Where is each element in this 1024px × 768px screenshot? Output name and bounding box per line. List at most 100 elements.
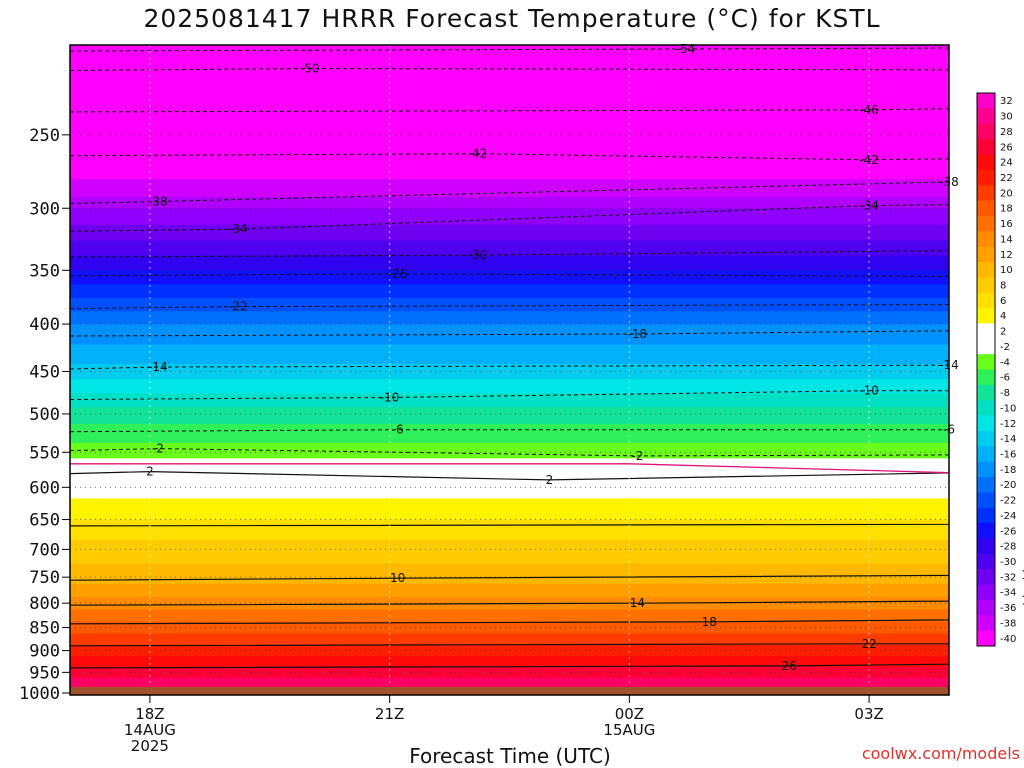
- colorbar-swatch: [977, 262, 995, 278]
- field-band: [70, 382, 949, 387]
- colorbar-label: 12: [1000, 250, 1013, 261]
- field-band: [70, 315, 949, 321]
- field-band: [70, 352, 949, 357]
- field-band: [70, 230, 949, 236]
- credit-link[interactable]: coolwx.com/models: [861, 744, 1020, 763]
- field-band: [70, 128, 949, 136]
- field-band: [70, 196, 949, 204]
- field-band: [70, 570, 949, 574]
- field-band: [70, 684, 949, 687]
- field-band: [70, 439, 949, 444]
- field-band: [70, 344, 949, 350]
- field-band: [70, 498, 949, 502]
- field-band: [70, 544, 949, 548]
- field-band: [70, 481, 949, 484]
- isotherm-label: -18: [628, 327, 648, 341]
- colorbar-label: -34: [1000, 588, 1016, 599]
- field-band: [70, 563, 949, 567]
- isotherm-label: -34: [859, 199, 879, 213]
- field-band: [70, 539, 949, 543]
- colorbar-swatch: [977, 369, 995, 386]
- isotherm-line: [70, 204, 949, 232]
- isotherm-label: 2: [146, 465, 154, 479]
- field-band: [70, 565, 949, 569]
- field-band: [70, 480, 949, 483]
- field-band: [70, 627, 949, 631]
- colorbar-swatch: [977, 538, 995, 555]
- field-band: [70, 490, 949, 494]
- field-band: [70, 631, 949, 634]
- isotherm-line: [70, 47, 949, 52]
- field-band: [70, 527, 949, 531]
- isotherm-label: 14: [630, 596, 645, 610]
- isotherm-label: -38: [148, 195, 168, 209]
- field-band: [70, 121, 949, 129]
- field-band: [70, 255, 949, 262]
- field-band: [70, 675, 949, 679]
- colorbar-swatch: [977, 246, 995, 263]
- colorbar-label: -18: [1000, 465, 1016, 476]
- field-band: [70, 360, 949, 365]
- field-band: [70, 464, 949, 467]
- field-band: [70, 473, 949, 476]
- field-band: [70, 483, 949, 486]
- chart-title: 2025081417 HRRR Forecast Temperature (°C…: [143, 4, 881, 33]
- colorbar-swatch: [977, 615, 995, 631]
- field-band: [70, 284, 949, 290]
- field-band: [70, 681, 949, 684]
- field-band: [70, 250, 949, 257]
- colorbar-swatch: [977, 308, 995, 324]
- field-band: [70, 514, 949, 518]
- colorbar-label: -30: [1000, 557, 1016, 568]
- field-band: [70, 474, 949, 477]
- field-band: [70, 461, 949, 464]
- isotherm-label: -26: [388, 267, 408, 281]
- field-band: [70, 449, 949, 453]
- y-tick-label: 350: [29, 261, 60, 281]
- isotherm-line: [70, 428, 949, 433]
- colorbar-swatch: [977, 93, 995, 109]
- x-tick-sublabel: 14AUG: [124, 721, 176, 739]
- field-band: [70, 551, 949, 555]
- field-band: [70, 92, 949, 101]
- y-tick-label: 400: [29, 315, 60, 335]
- field-band: [70, 84, 949, 93]
- colorbar-label: -32: [1000, 572, 1016, 583]
- field-band: [70, 646, 949, 650]
- colorbar-swatch: [977, 415, 995, 432]
- temperature-field: [70, 45, 949, 694]
- y-tick-label: 500: [29, 405, 60, 425]
- colorbar-label: -6: [1000, 373, 1010, 384]
- plot-frame: [69, 44, 950, 696]
- field-band: [70, 501, 949, 505]
- field-band: [70, 623, 949, 627]
- y-tick-label: 800: [29, 594, 60, 614]
- field-band: [70, 306, 949, 312]
- field-band: [70, 400, 949, 405]
- field-band: [70, 476, 949, 478]
- isotherm-line: [70, 599, 949, 606]
- field-band: [70, 235, 949, 242]
- colorbar-swatch: [977, 523, 995, 539]
- field-band: [70, 659, 949, 663]
- field-band: [70, 644, 949, 648]
- field-band: [70, 134, 949, 143]
- isotherm-label: -42: [859, 153, 879, 167]
- field-band: [70, 430, 949, 435]
- field-band: [70, 191, 949, 198]
- colorbar-label: 14: [1000, 234, 1013, 245]
- colorbar-swatch: [977, 384, 995, 401]
- field-band: [70, 583, 949, 587]
- isotherm-label: 2: [546, 473, 554, 487]
- colorbar-swatch: [977, 139, 995, 155]
- colorbar-label: 22: [1000, 173, 1013, 184]
- y-tick-label: 900: [29, 642, 60, 662]
- field-band: [70, 677, 949, 680]
- isotherm-label: -46: [859, 103, 879, 117]
- colorbar-swatch: [977, 231, 995, 247]
- field-band: [70, 302, 949, 308]
- field-band: [70, 467, 949, 470]
- isotherm-line: [70, 522, 949, 527]
- field-band: [70, 364, 949, 369]
- field-band: [70, 579, 949, 583]
